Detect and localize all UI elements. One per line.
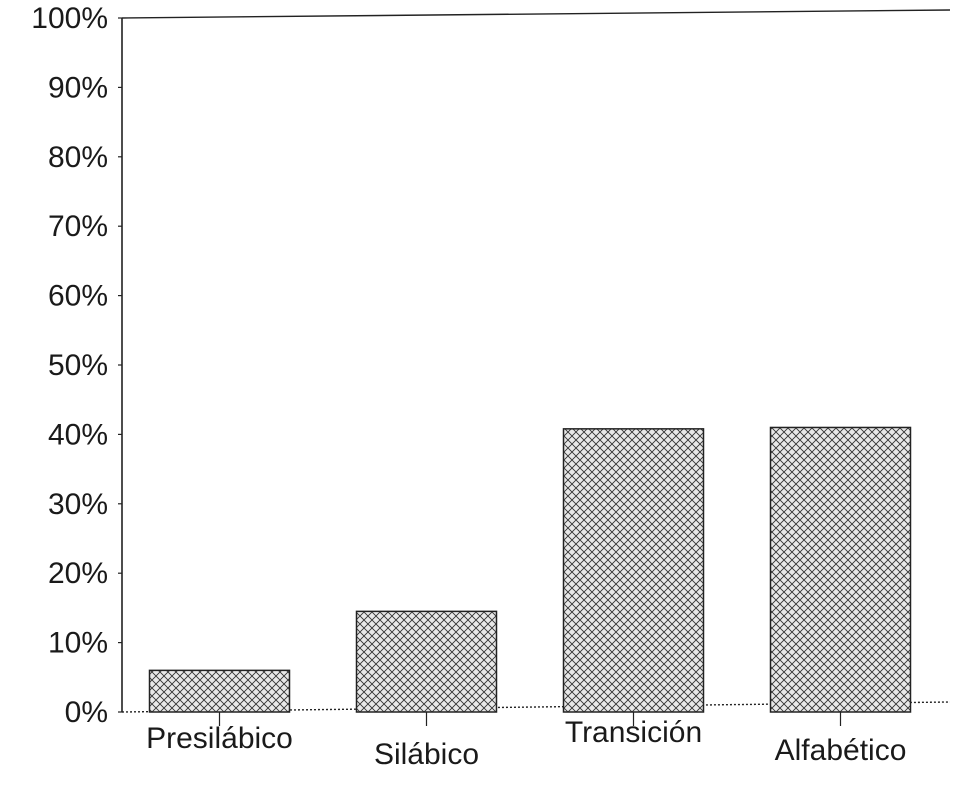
bar-0 <box>148 669 291 713</box>
y-axis-ticks: 0% 10% 20% 30% 40% 50% 60% 70% 80% 90% 100% <box>31 2 122 729</box>
x-axis-labels: Presilábico Silábico Transición Alfabético <box>146 712 906 771</box>
y-tick-label: 20% <box>48 557 108 590</box>
bars <box>148 426 912 713</box>
y-tick-label: 40% <box>48 418 108 451</box>
y-tick-label: 70% <box>48 210 108 243</box>
bar-1 <box>355 610 498 713</box>
bar-2 <box>562 428 705 713</box>
y-tick-label: 10% <box>48 627 108 660</box>
y-tick-label: 90% <box>48 71 108 104</box>
y-tick-label: 50% <box>48 349 108 382</box>
x-tick-label: Presilábico <box>146 722 293 755</box>
y-tick-label: 0% <box>65 696 108 729</box>
y-tick-label: 60% <box>48 280 108 313</box>
y-tick-label: 30% <box>48 488 108 521</box>
y-tick-label: 80% <box>48 141 108 174</box>
bar-3 <box>769 426 912 713</box>
x-tick-label: Alfabético <box>775 734 907 767</box>
x-tick-label: Transición <box>565 716 702 749</box>
top-border <box>121 9 951 19</box>
y-tick-label: 100% <box>31 2 108 35</box>
x-tick-label: Silábico <box>374 738 479 771</box>
